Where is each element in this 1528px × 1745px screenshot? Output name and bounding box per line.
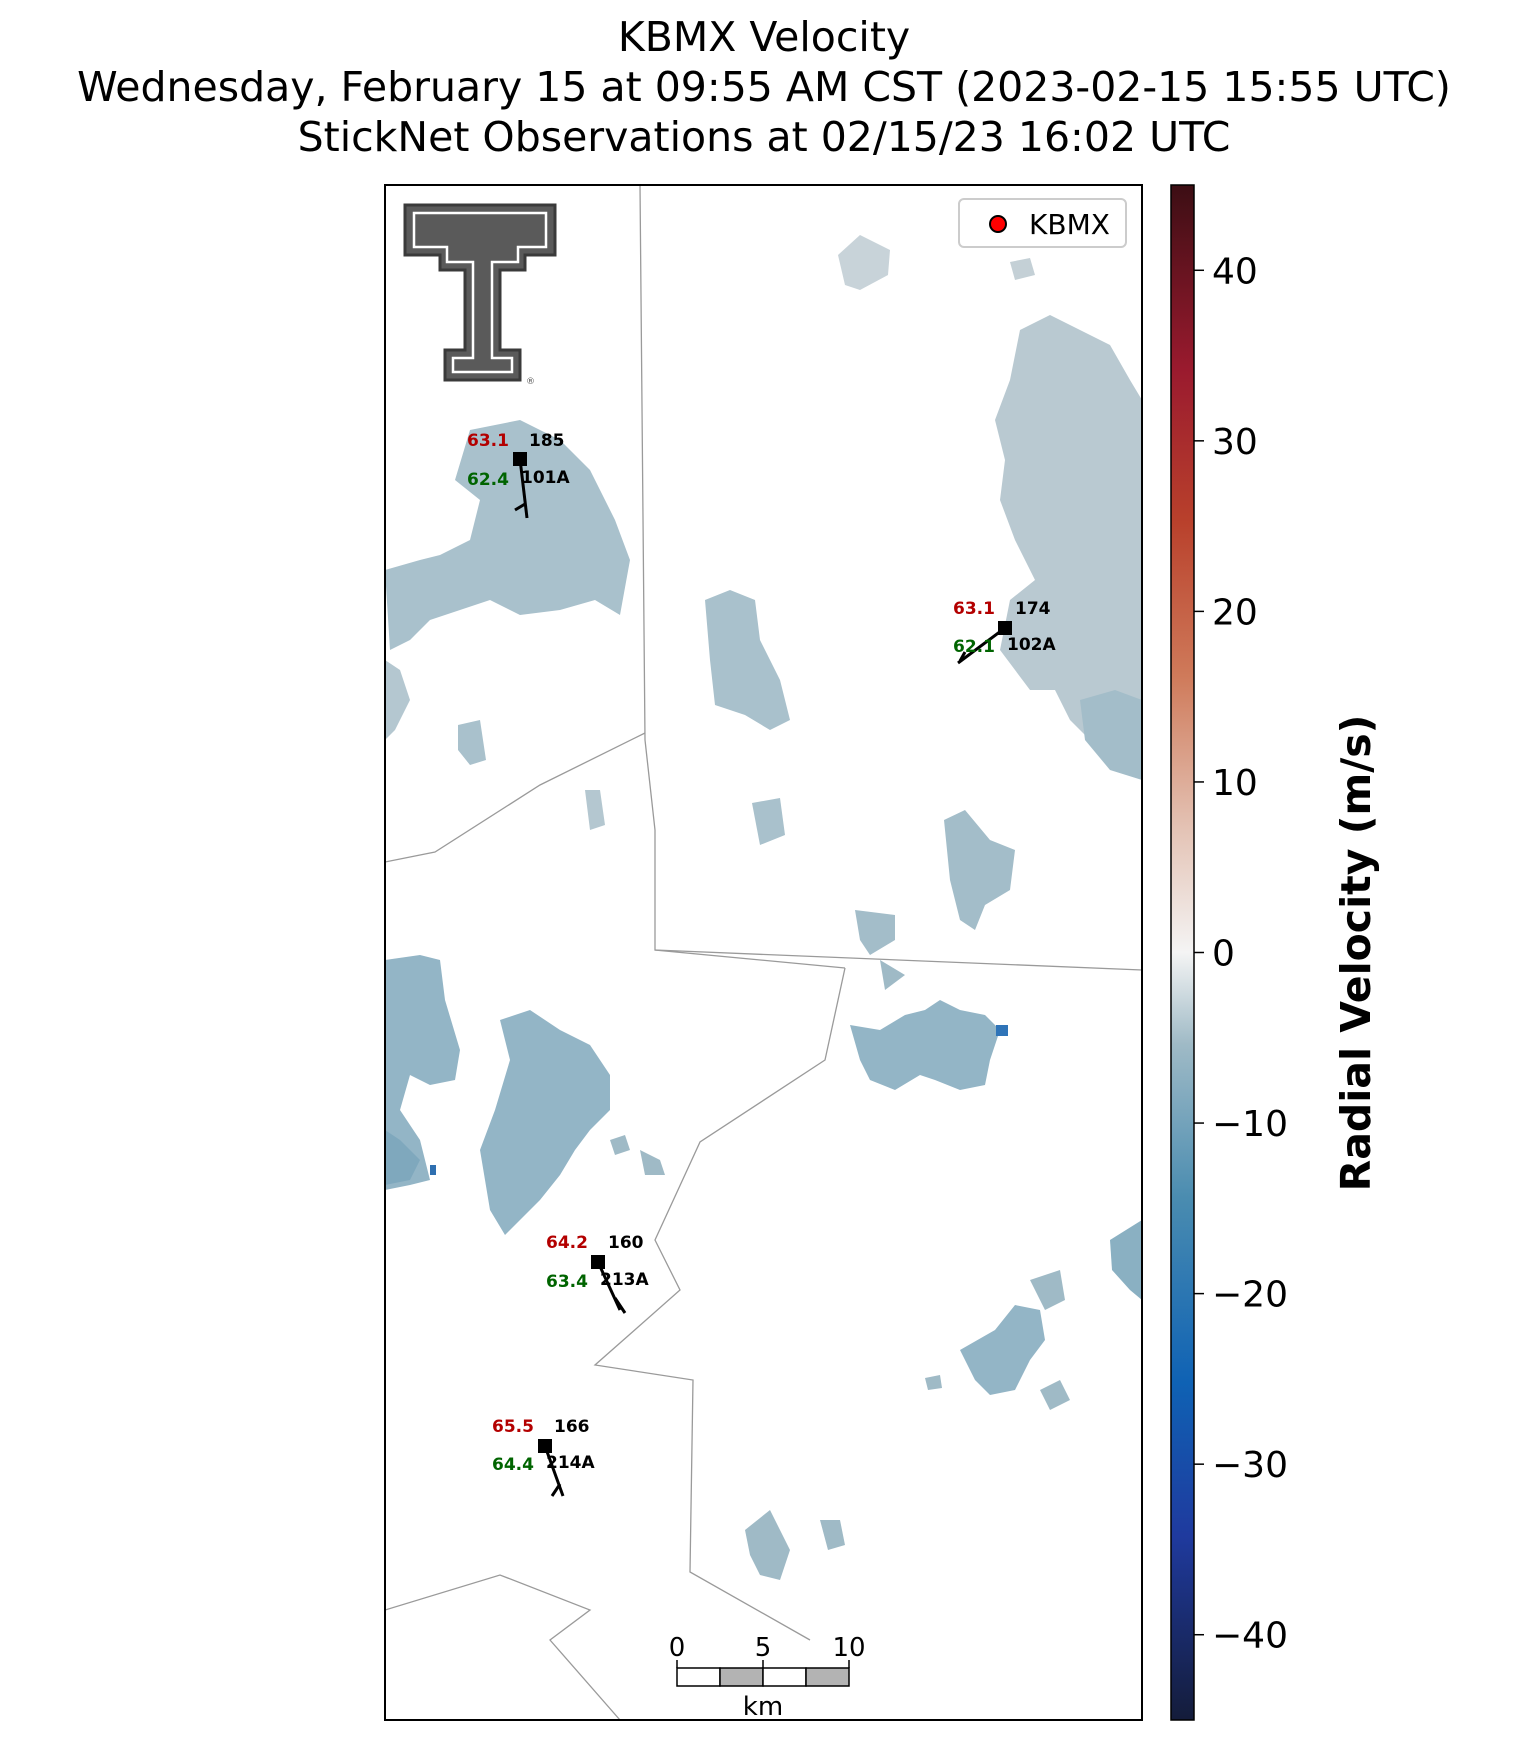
- scale-label: 10: [832, 1633, 865, 1663]
- velocity-echo: [1040, 1380, 1070, 1410]
- velocity-echo: [996, 1025, 1008, 1036]
- scale-unit: km: [743, 1692, 783, 1722]
- station-dewpoint: 62.4: [467, 470, 509, 490]
- station-wind-direction: 174: [1015, 599, 1051, 619]
- map-subtitle: Wednesday, February 15 at 09:55 AM CST (…: [77, 63, 1451, 111]
- station-temperature: 63.1: [953, 599, 995, 619]
- station-id: 101A: [521, 468, 570, 488]
- station-wind-direction: 185: [529, 431, 565, 451]
- kbmx-marker: [989, 215, 1007, 233]
- velocity-echo: [640, 1150, 665, 1175]
- velocity-echo: [705, 590, 790, 730]
- velocity-echo: [1030, 1270, 1065, 1310]
- colorbar-tick-label: −30: [1212, 1445, 1288, 1486]
- station-id: 214A: [546, 1453, 595, 1473]
- double-t-logo: ®: [403, 203, 557, 387]
- velocity-echo: [1110, 1220, 1142, 1300]
- velocity-echo: [458, 720, 486, 765]
- velocity-echo: [855, 910, 895, 955]
- colorbar-tick-label: 40: [1212, 251, 1258, 292]
- colorbar-tick-label: 20: [1212, 592, 1258, 633]
- colorbar-tick-label: 10: [1212, 763, 1258, 804]
- station-marker: [538, 1439, 552, 1453]
- velocity-echo: [838, 235, 890, 290]
- station-101A: 63.1 185 62.4 101A: [467, 431, 570, 519]
- velocity-colorbar: 40 30 20 10 0 −10 −20 −30 −40 Radial Velocity (m…: [1170, 184, 1380, 1721]
- map-title: KBMX Velocity: [617, 13, 911, 61]
- station-id: 213A: [600, 1270, 649, 1290]
- station-marker: [513, 452, 527, 466]
- colorbar-ticks: 40 30 20 10 0 −10 −20 −30 −40: [1194, 251, 1288, 1657]
- station-214A: 65.5 166 64.4 214A: [492, 1417, 595, 1497]
- station-marker: [591, 1255, 605, 1269]
- velocity-echo: [385, 955, 460, 1190]
- station-213A: 64.2 160 63.4 213A: [546, 1233, 649, 1314]
- station-dewpoint: 62.1: [953, 637, 995, 657]
- velocity-echo: [585, 790, 605, 830]
- velocity-echo: [820, 1520, 845, 1550]
- station-marker: [998, 621, 1012, 635]
- velocity-echo: [960, 1305, 1045, 1395]
- station-temperature: 65.5: [492, 1417, 534, 1437]
- velocity-echo: [1080, 690, 1142, 780]
- radar-echoes: [385, 235, 1142, 1580]
- velocity-echo: [944, 810, 1015, 930]
- station-dewpoint: 63.4: [546, 1272, 588, 1292]
- velocity-echo: [995, 315, 1142, 780]
- observation-time: StickNet Observations at 02/15/23 16:02 …: [297, 113, 1231, 161]
- velocity-echo: [752, 798, 785, 845]
- scale-label: 0: [669, 1633, 686, 1663]
- station-id: 102A: [1007, 635, 1056, 655]
- map-legend: KBMX: [958, 198, 1127, 248]
- station-wind-direction: 160: [608, 1233, 644, 1253]
- velocity-echo: [430, 1165, 436, 1175]
- station-wind-direction: 166: [554, 1417, 590, 1437]
- station-temperature: 64.2: [546, 1233, 588, 1253]
- velocity-echo: [745, 1510, 790, 1580]
- colorbar-tick-label: 30: [1212, 422, 1258, 463]
- scale-label: 5: [755, 1633, 772, 1663]
- county-boundaries: [385, 185, 1142, 1720]
- station-102A: 63.1 174 62.1 102A: [953, 599, 1056, 665]
- colorbar-tick-label: −20: [1212, 1275, 1288, 1316]
- colorbar-tick-label: −40: [1212, 1616, 1288, 1657]
- colorbar-tick-label: −10: [1212, 1104, 1288, 1145]
- legend-label: KBMX: [1029, 208, 1110, 241]
- velocity-echo: [480, 1010, 610, 1235]
- velocity-echo: [385, 1130, 420, 1185]
- colorbar-tick-label: 0: [1212, 934, 1235, 975]
- station-dewpoint: 64.4: [492, 1455, 534, 1475]
- velocity-echo: [880, 960, 905, 990]
- velocity-echo: [610, 1135, 630, 1155]
- colorbar-label: Radial Velocity (m/s): [1332, 715, 1380, 1192]
- scale-bar: 0 5 10 km: [669, 1633, 866, 1722]
- velocity-echo: [925, 1375, 942, 1390]
- velocity-echo: [385, 660, 410, 740]
- svg-text:®: ®: [526, 377, 535, 387]
- map-border: [384, 184, 1143, 1721]
- velocity-echo: [1010, 258, 1035, 280]
- station-temperature: 63.1: [467, 431, 509, 451]
- velocity-echo: [850, 1000, 1000, 1090]
- velocity-echo: [385, 420, 630, 650]
